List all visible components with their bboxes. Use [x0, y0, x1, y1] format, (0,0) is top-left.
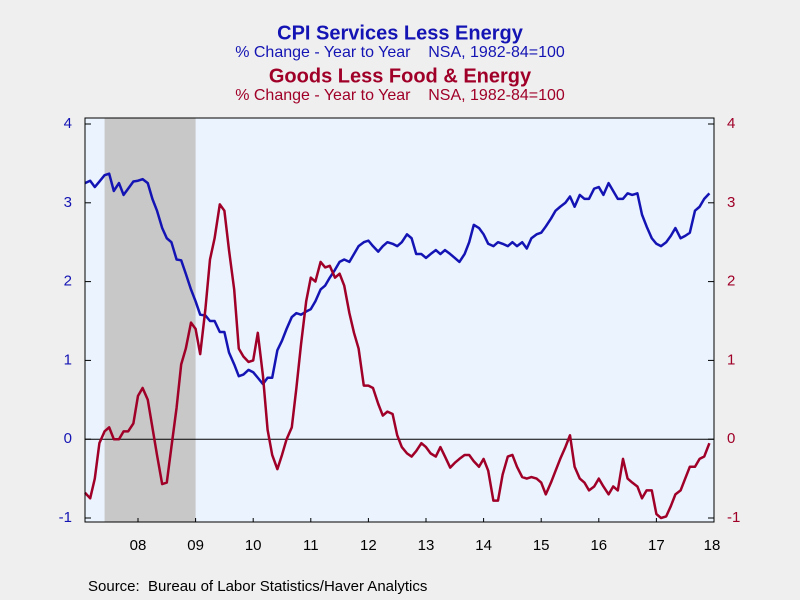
- plot-frame: [84, 117, 715, 523]
- x-tick-label: 08: [130, 537, 147, 554]
- y2-tick-label: -1: [727, 509, 740, 526]
- y2-tick-label: 1: [727, 351, 735, 368]
- y2-tick-label: 2: [727, 273, 735, 290]
- x-tick-label: 13: [418, 537, 435, 554]
- x-tick-label: 09: [187, 537, 204, 554]
- x-tick-label: 18: [704, 537, 721, 554]
- series-title: CPI Services Less Energy: [277, 22, 524, 44]
- x-tick-label: 10: [245, 537, 262, 554]
- shaded-region: [104, 118, 196, 522]
- y-tick-label: -1: [59, 509, 72, 526]
- y-tick-label: 2: [64, 273, 72, 290]
- x-tick-label: 17: [648, 537, 665, 554]
- x-tick-label: 14: [475, 537, 492, 554]
- y2-tick-label: 0: [727, 430, 735, 447]
- series-subtitle: % Change - Year to Year NSA, 1982-84=100: [235, 87, 565, 104]
- y2-tick-label: 3: [727, 194, 735, 211]
- x-tick-label: 11: [303, 537, 319, 554]
- y2-tick-label: 4: [727, 115, 735, 132]
- series-subtitle: % Change - Year to Year NSA, 1982-84=100: [235, 44, 565, 61]
- series-title: Goods Less Food & Energy: [269, 65, 532, 87]
- y-tick-label: 0: [64, 430, 72, 447]
- x-tick-label: 16: [590, 537, 607, 554]
- source: Source: Bureau of Labor Statistics/Haver…: [88, 578, 427, 595]
- series-line: [84, 203, 711, 520]
- y-tick-label: 3: [64, 194, 72, 211]
- x-tick-label: 12: [360, 537, 377, 554]
- y-tick-label: 4: [64, 115, 72, 132]
- y-tick-label: 1: [64, 351, 72, 368]
- series-line: [84, 172, 711, 386]
- x-tick-label: 15: [533, 537, 550, 554]
